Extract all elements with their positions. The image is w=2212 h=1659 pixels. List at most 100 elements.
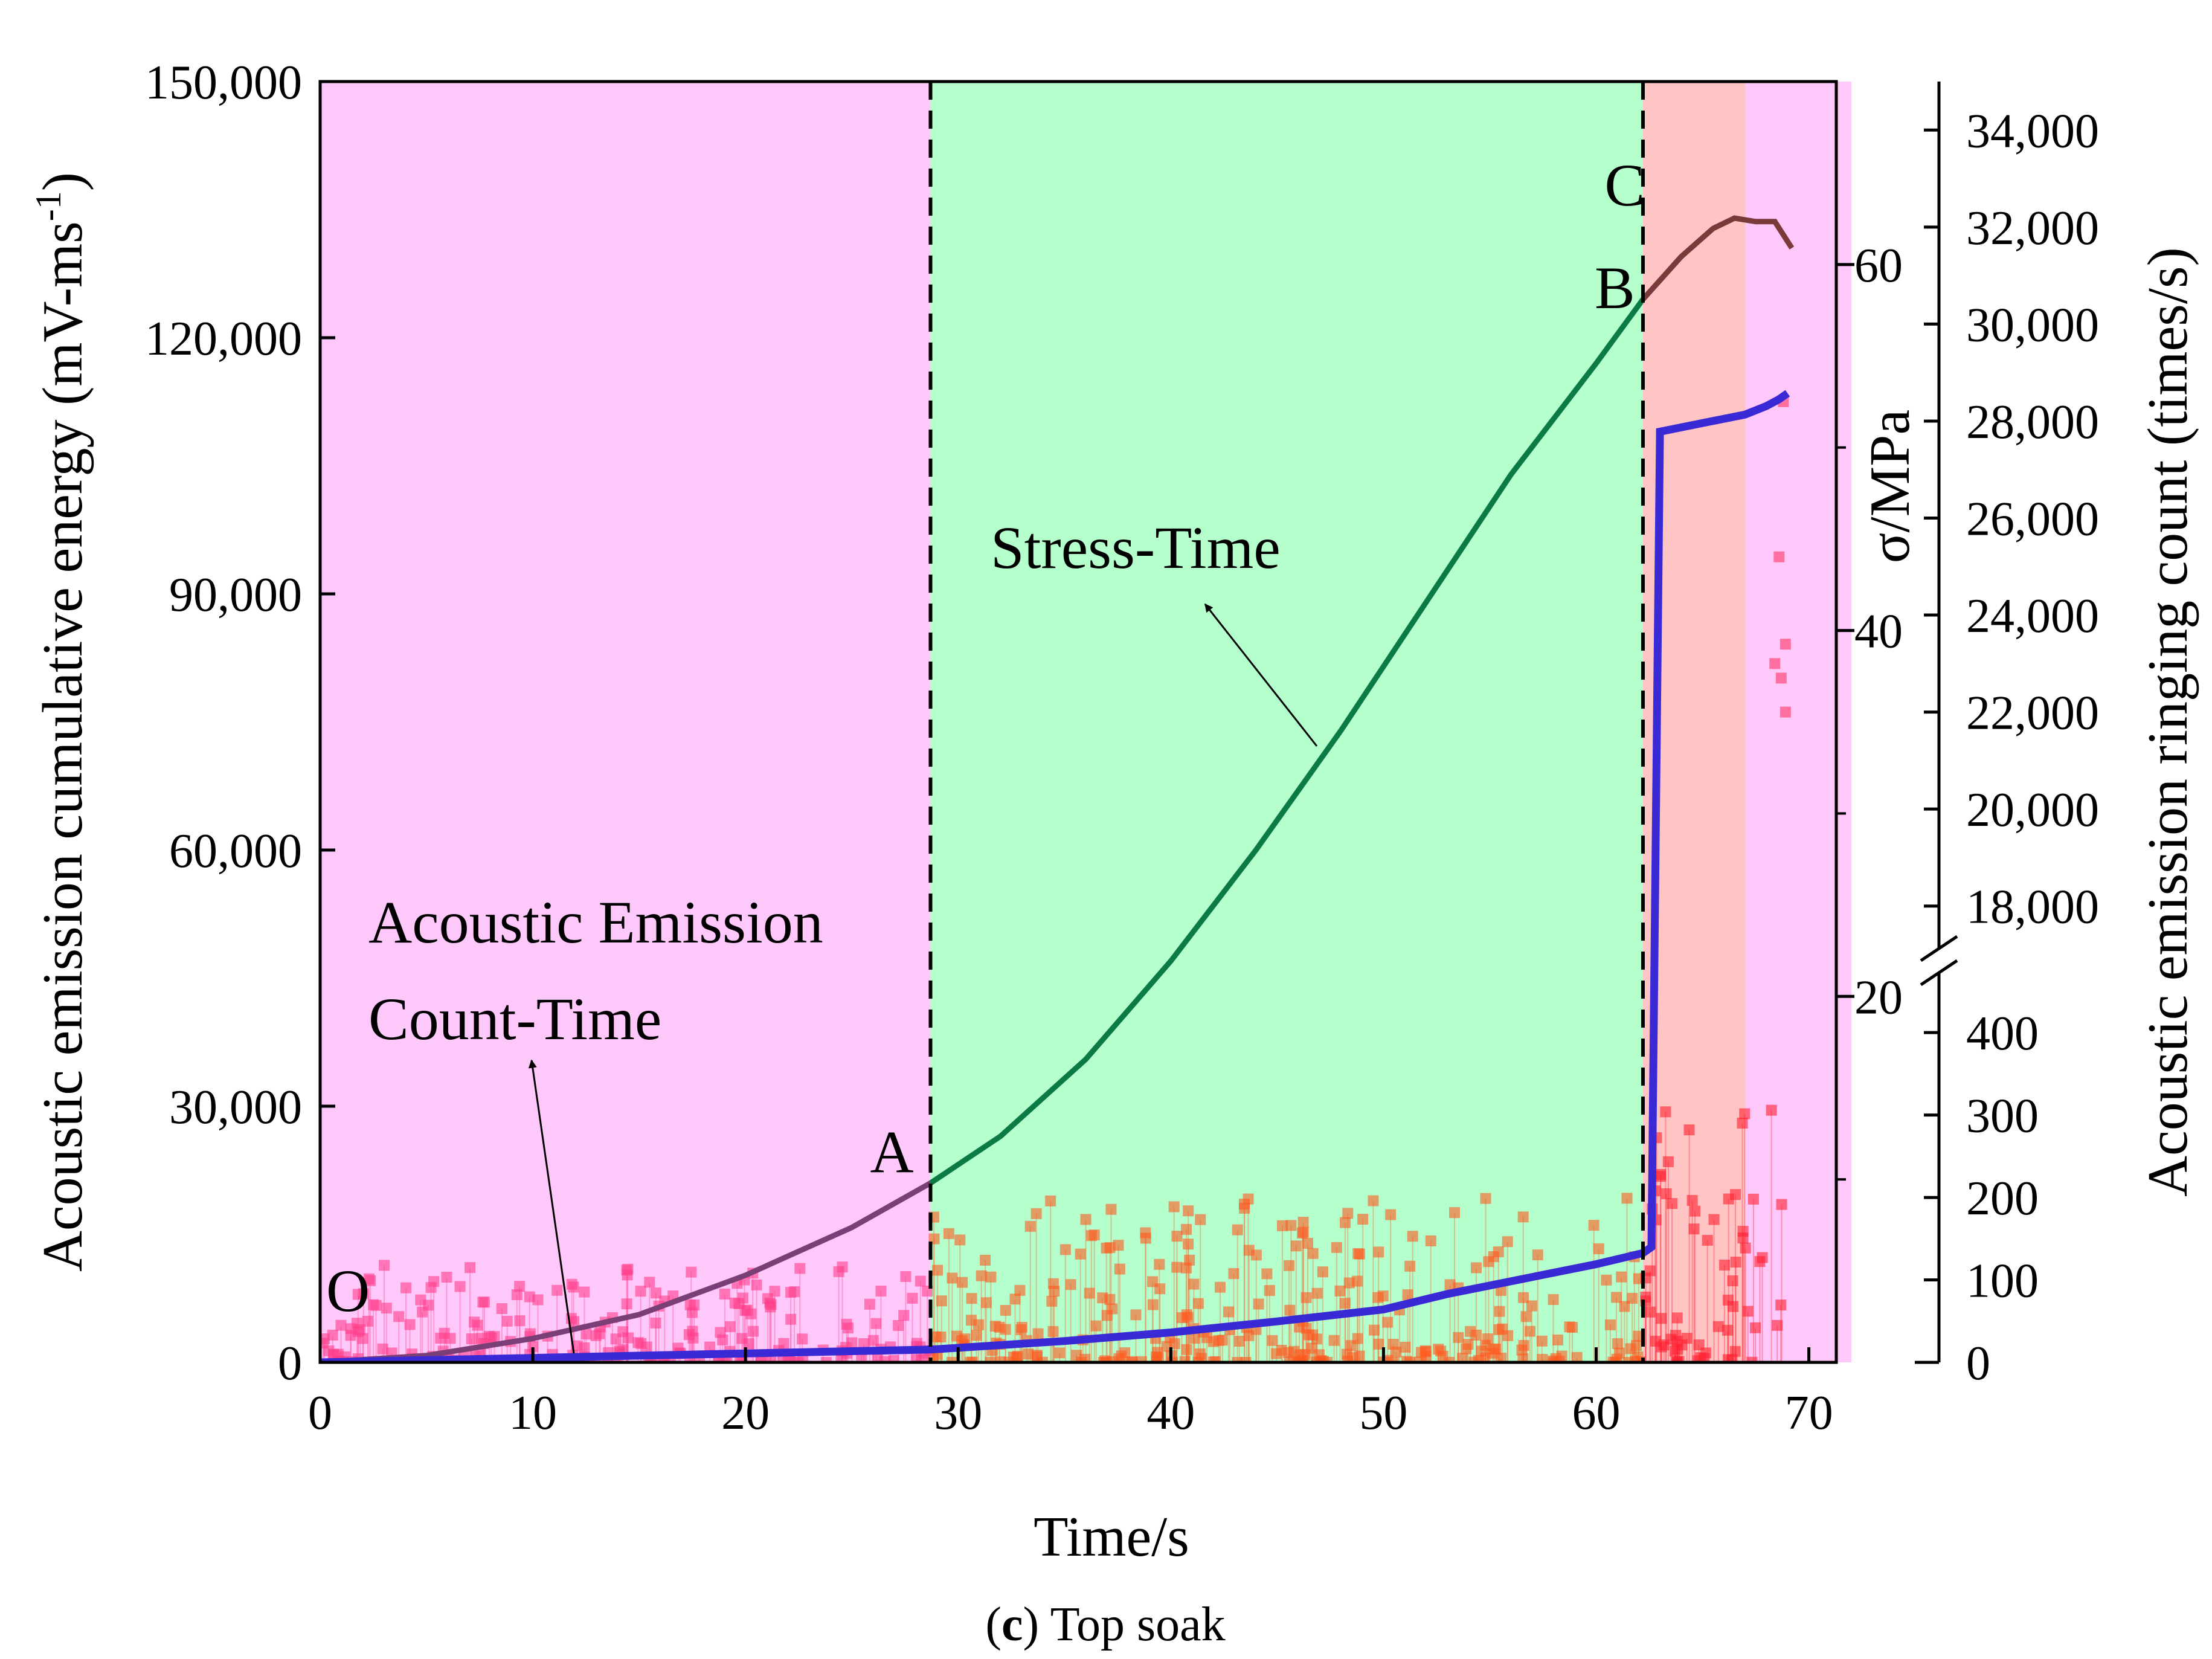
count-point xyxy=(617,1326,629,1338)
count-point xyxy=(1213,1335,1224,1346)
count-point xyxy=(1354,1248,1365,1260)
count-point xyxy=(1243,1330,1255,1341)
count-point xyxy=(1354,1350,1365,1362)
count-point xyxy=(514,1281,526,1292)
count-point xyxy=(980,1254,991,1266)
count-point xyxy=(989,1321,1001,1332)
count-point xyxy=(1480,1193,1491,1204)
count-point xyxy=(1352,1333,1363,1344)
count-point xyxy=(454,1281,466,1292)
count-point xyxy=(428,1276,440,1287)
count-point xyxy=(907,1292,918,1304)
count-point xyxy=(1601,1274,1612,1286)
region-stage-AB xyxy=(930,82,1643,1362)
count-point xyxy=(1622,1356,1634,1362)
count-point xyxy=(1147,1276,1159,1287)
y3-tick-label: 34,000 xyxy=(1966,105,2099,158)
count-point xyxy=(1520,1311,1532,1322)
count-point xyxy=(1030,1208,1042,1219)
count-point xyxy=(1372,1292,1384,1303)
count-point xyxy=(496,1303,507,1314)
count-point xyxy=(415,1294,426,1306)
count-point xyxy=(357,1333,368,1344)
count-point xyxy=(842,1322,854,1334)
count-point xyxy=(947,1272,958,1284)
count-point-high xyxy=(1773,551,1785,562)
count-point xyxy=(875,1285,887,1297)
count-point xyxy=(1526,1300,1537,1312)
count-point xyxy=(1633,1330,1644,1342)
count-point xyxy=(980,1297,992,1309)
count-point xyxy=(1670,1330,1682,1341)
count-point xyxy=(1391,1346,1402,1358)
count-point xyxy=(404,1319,416,1330)
x-tick-label: 0 xyxy=(308,1387,332,1440)
count-point xyxy=(524,1291,535,1303)
count-point xyxy=(363,1273,375,1284)
count-point xyxy=(1387,1357,1399,1362)
count-point xyxy=(1610,1356,1621,1362)
count-point xyxy=(893,1320,904,1332)
count-point xyxy=(717,1334,728,1345)
count-point xyxy=(858,1338,870,1350)
count-point xyxy=(1119,1347,1131,1359)
count-point xyxy=(644,1277,655,1288)
y-axis-title: Acoustic emission cumulative energy (mV-… xyxy=(28,172,94,1272)
count-point xyxy=(1772,1319,1783,1331)
count-point xyxy=(1368,1195,1379,1206)
count-point xyxy=(1352,1275,1363,1287)
ringing-count-scatter xyxy=(320,396,1791,1362)
count-point xyxy=(1240,1356,1252,1362)
count-point xyxy=(1420,1346,1432,1358)
count-point xyxy=(1009,1293,1021,1305)
count-point xyxy=(1253,1298,1264,1310)
count-point xyxy=(1283,1260,1294,1271)
count-point xyxy=(1746,1356,1758,1362)
count-point xyxy=(1250,1249,1262,1261)
count-point xyxy=(900,1271,911,1282)
count-point xyxy=(466,1333,477,1344)
count-point xyxy=(1740,1242,1751,1254)
count-point xyxy=(1179,1356,1191,1362)
count-point xyxy=(1723,1193,1734,1205)
count-point xyxy=(1140,1227,1151,1239)
y3-tick-label: 24,000 xyxy=(1966,590,2099,643)
x-tick-label: 30 xyxy=(934,1387,982,1440)
count-point xyxy=(898,1310,910,1321)
count-point xyxy=(1661,1188,1672,1199)
count-point xyxy=(1722,1324,1733,1336)
count-point xyxy=(765,1356,777,1362)
count-point xyxy=(354,1324,365,1336)
count-point xyxy=(1180,1262,1192,1274)
count-point xyxy=(932,1264,944,1276)
count-point xyxy=(1737,1117,1748,1129)
count-point xyxy=(1228,1268,1239,1280)
y-tick-label: 0 xyxy=(278,1337,302,1390)
count-point xyxy=(1550,1353,1561,1362)
count-point xyxy=(888,1355,899,1362)
count-point xyxy=(778,1338,789,1349)
count-point xyxy=(1045,1195,1056,1206)
count-point xyxy=(1688,1223,1700,1235)
count-point xyxy=(1065,1279,1076,1290)
count-point xyxy=(1297,1226,1309,1238)
count-point xyxy=(1271,1348,1282,1359)
count-point xyxy=(1517,1353,1529,1362)
y2-tick-label: 20 xyxy=(1854,971,1903,1024)
count-point xyxy=(745,1308,757,1319)
count-point-high xyxy=(1769,658,1781,669)
count-point xyxy=(1311,1287,1323,1299)
count-point xyxy=(377,1343,388,1355)
count-point xyxy=(1404,1260,1416,1272)
count-point xyxy=(1297,1216,1309,1228)
count-point xyxy=(1183,1239,1194,1250)
count-point xyxy=(1207,1356,1219,1362)
count-point xyxy=(1168,1201,1180,1213)
count-point xyxy=(1285,1220,1297,1231)
x-tick-label: 20 xyxy=(721,1387,770,1440)
count-point xyxy=(665,1356,677,1362)
count-point xyxy=(1402,1289,1413,1301)
y-tick-label: 30,000 xyxy=(169,1081,302,1134)
count-point xyxy=(1564,1321,1575,1333)
